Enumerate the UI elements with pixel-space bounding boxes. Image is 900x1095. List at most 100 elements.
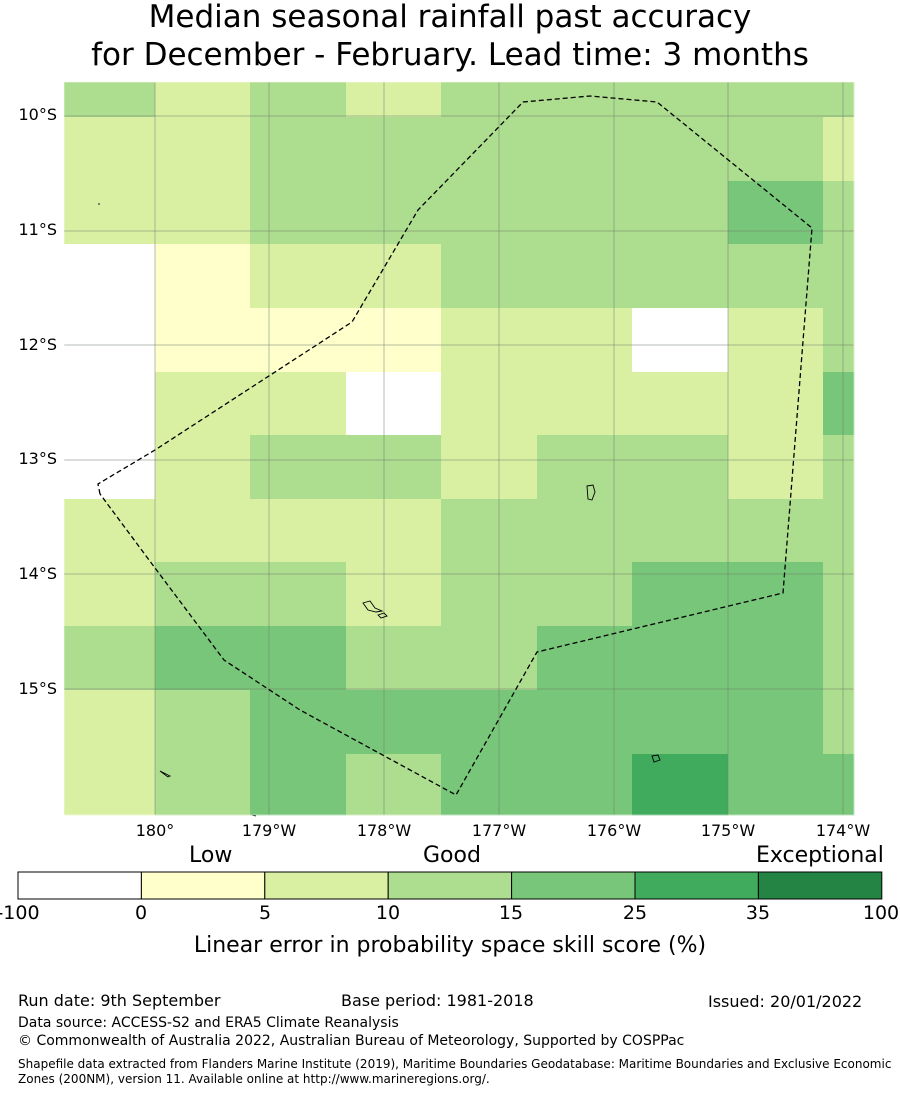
grid-cell: [441, 754, 538, 816]
grid-cell: [250, 562, 347, 627]
grid-cell: [537, 82, 633, 118]
lon-label-174w: 174°W: [815, 821, 871, 840]
legend-category-low: Low: [189, 843, 233, 868]
issued-date: Issued: 20/01/2022: [708, 992, 863, 1011]
grid-cell: [537, 308, 633, 373]
grid-cell: [537, 562, 633, 627]
grid-cell: [155, 117, 251, 182]
grid-cell: [537, 499, 633, 563]
skill-grid-cells: [64, 82, 855, 816]
grid-cell: [155, 181, 251, 245]
grid-cell: [537, 117, 633, 182]
grid-cell: [823, 117, 855, 182]
grid-cell: [441, 181, 538, 245]
grid-cell: [728, 754, 824, 816]
grid-cell: [346, 690, 442, 755]
island-outline: [159, 770, 172, 778]
grid-cell: [823, 562, 855, 627]
colorbar-swatch: [511, 871, 636, 900]
grid-cell: [64, 435, 156, 500]
grid-cell: [823, 308, 855, 373]
grid-cell: [155, 435, 251, 500]
grid-cell: [155, 626, 251, 691]
island-outline: [362, 600, 384, 613]
grid-cell: [441, 117, 538, 182]
grid-cell: [250, 754, 347, 816]
grid-cell: [346, 499, 442, 563]
grid-cell: [64, 181, 156, 245]
lon-label-179w: 179°W: [241, 821, 297, 840]
grid-cell: [823, 754, 855, 816]
grid-cell: [64, 562, 156, 627]
grid-cell: [632, 562, 729, 627]
grid-cell: [346, 626, 442, 691]
map-frame: [63, 81, 855, 816]
grid-cell: [155, 562, 251, 627]
grid-cell: [64, 499, 156, 563]
grid-cell: [632, 754, 729, 816]
grid-cell: [155, 372, 251, 436]
grid-cell: [155, 690, 251, 755]
grid-cell: [728, 372, 824, 436]
grid-cell: [346, 372, 442, 436]
base-period: Base period: 1981-2018: [341, 991, 534, 1010]
grid-cell: [728, 308, 824, 373]
grid-cell: [823, 690, 855, 755]
grid-cell: [632, 308, 729, 373]
grid-cell: [537, 626, 633, 691]
grid-cell: [64, 626, 156, 691]
grid-cell: [155, 308, 251, 373]
grid-cell: [441, 244, 538, 309]
skill-score-map: [63, 81, 855, 817]
grid-cell: [823, 82, 855, 118]
grid-cell: [250, 117, 347, 182]
grid-cell: [346, 308, 442, 373]
grid-cell: [632, 499, 729, 563]
data-source: Data source: ACCESS-S2 and ERA5 Climate …: [18, 1015, 399, 1031]
grid-cell: [632, 181, 729, 245]
grid-cell: [441, 499, 538, 563]
grid-cell: [346, 754, 442, 816]
lat-label-13s: 13°S: [18, 449, 57, 468]
colorbar-tick: 35: [745, 902, 771, 924]
grid-cell: [823, 435, 855, 500]
lat-label-14s: 14°S: [18, 564, 57, 583]
grid-cell: [728, 82, 824, 118]
grid-cell: [728, 181, 824, 245]
grid-cell: [250, 308, 347, 373]
grid-cell: [823, 499, 855, 563]
map-title-line-1: Median seasonal rainfall past accuracy: [148, 0, 752, 35]
grid-cell: [155, 244, 251, 309]
grid-cell: [64, 754, 156, 816]
colorbar-tick: 5: [258, 902, 272, 924]
copyright-notice: © Commonwealth of Australia 2022, Austra…: [18, 1033, 685, 1049]
eez-boundary: [97, 95, 813, 796]
grid-cell: [728, 626, 824, 691]
shapefile-note: Shapefile data extracted from Flanders M…: [18, 1057, 892, 1086]
grid-cell: [64, 690, 156, 755]
graticule-lines: [64, 82, 854, 815]
grid-cell: [441, 562, 538, 627]
grid-cell: [346, 181, 442, 245]
lon-label-175w: 175°W: [700, 821, 756, 840]
grid-cell: [632, 435, 729, 500]
lat-label-12s: 12°S: [18, 335, 57, 354]
grid-cell: [632, 372, 729, 436]
grid-cell: [441, 435, 538, 500]
lat-label-11s: 11°S: [18, 220, 57, 239]
lat-label-15s: 15°S: [18, 679, 57, 698]
grid-cell: [632, 117, 729, 182]
island-outline: [586, 484, 596, 501]
grid-cell: [346, 244, 442, 309]
grid-cell: [155, 499, 251, 563]
grid-cell: [537, 754, 633, 816]
colorbar-tick: 100: [862, 902, 900, 924]
legend-category-good: Good: [423, 843, 481, 868]
grid-cell: [632, 244, 729, 309]
grid-cell: [728, 244, 824, 309]
legend-category-exceptional: Exceptional: [756, 843, 884, 868]
colorbar-label: Linear error in probability space skill …: [193, 933, 707, 958]
grid-cell: [64, 244, 156, 309]
grid-cell: [441, 626, 538, 691]
grid-cell: [346, 82, 442, 118]
